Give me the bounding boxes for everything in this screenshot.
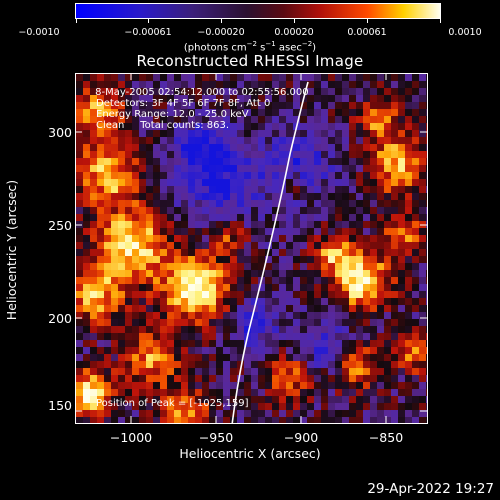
peak-position-text: Position of Peak = [-1025,159] — [96, 398, 249, 409]
x-axis-label: Heliocentric X (arcsec) — [179, 446, 321, 461]
colorbar-units: (photons cm−2 s−1 asec−2) — [183, 40, 317, 54]
colorbar — [75, 3, 441, 19]
y-tick-label: 150 — [48, 398, 72, 413]
colorbar-tick — [148, 19, 149, 23]
x-tick-label: −950 — [198, 430, 234, 445]
colorbar-tick-label: −0.0010 — [18, 27, 60, 38]
heatmap-image — [76, 74, 427, 423]
colorbar-tick — [294, 19, 295, 23]
y-tick-label: 300 — [48, 125, 72, 140]
colorbar-tick-label: 0.00061 — [347, 27, 387, 38]
colorbar-tick — [440, 19, 441, 23]
energy-range-text: Energy Range: 12.0 - 25.0 keV — [96, 109, 249, 120]
colorbar-tick-label: 0.0010 — [448, 27, 482, 38]
colorbar-tick-label: −0.00020 — [197, 27, 245, 38]
colorbar-tick — [367, 19, 368, 23]
detectors-text: Detectors: 3F 4F 5F 6F 7F 8F, Att 0 — [96, 98, 271, 109]
colorbar-tick — [221, 19, 222, 23]
time-range-text: 8-May-2005 02:54:12.000 to 02:55:56.000 — [92, 87, 309, 98]
colorbar-tick-label: −0.00061 — [124, 27, 172, 38]
colorbar-tick — [76, 19, 77, 23]
clean-text: Clean Total counts: 863. — [96, 120, 230, 131]
timestamp: 29-Apr-2022 19:27 — [367, 481, 494, 497]
y-tick-label: 200 — [48, 311, 72, 326]
y-tick-label: 250 — [48, 218, 72, 233]
image-plot: 8-May-2005 02:54:12.000 to 02:55:56.000 … — [75, 73, 428, 424]
colorbar-tick-label: 0.00020 — [274, 27, 314, 38]
solar-limb-line — [231, 81, 309, 423]
y-axis-label: Heliocentric Y (arcsec) — [4, 179, 19, 321]
x-tick-label: −900 — [283, 430, 319, 445]
plot-title: Reconstructed RHESSI Image — [136, 52, 364, 70]
x-tick-label: −1000 — [109, 430, 153, 445]
x-tick-label: −850 — [368, 430, 404, 445]
